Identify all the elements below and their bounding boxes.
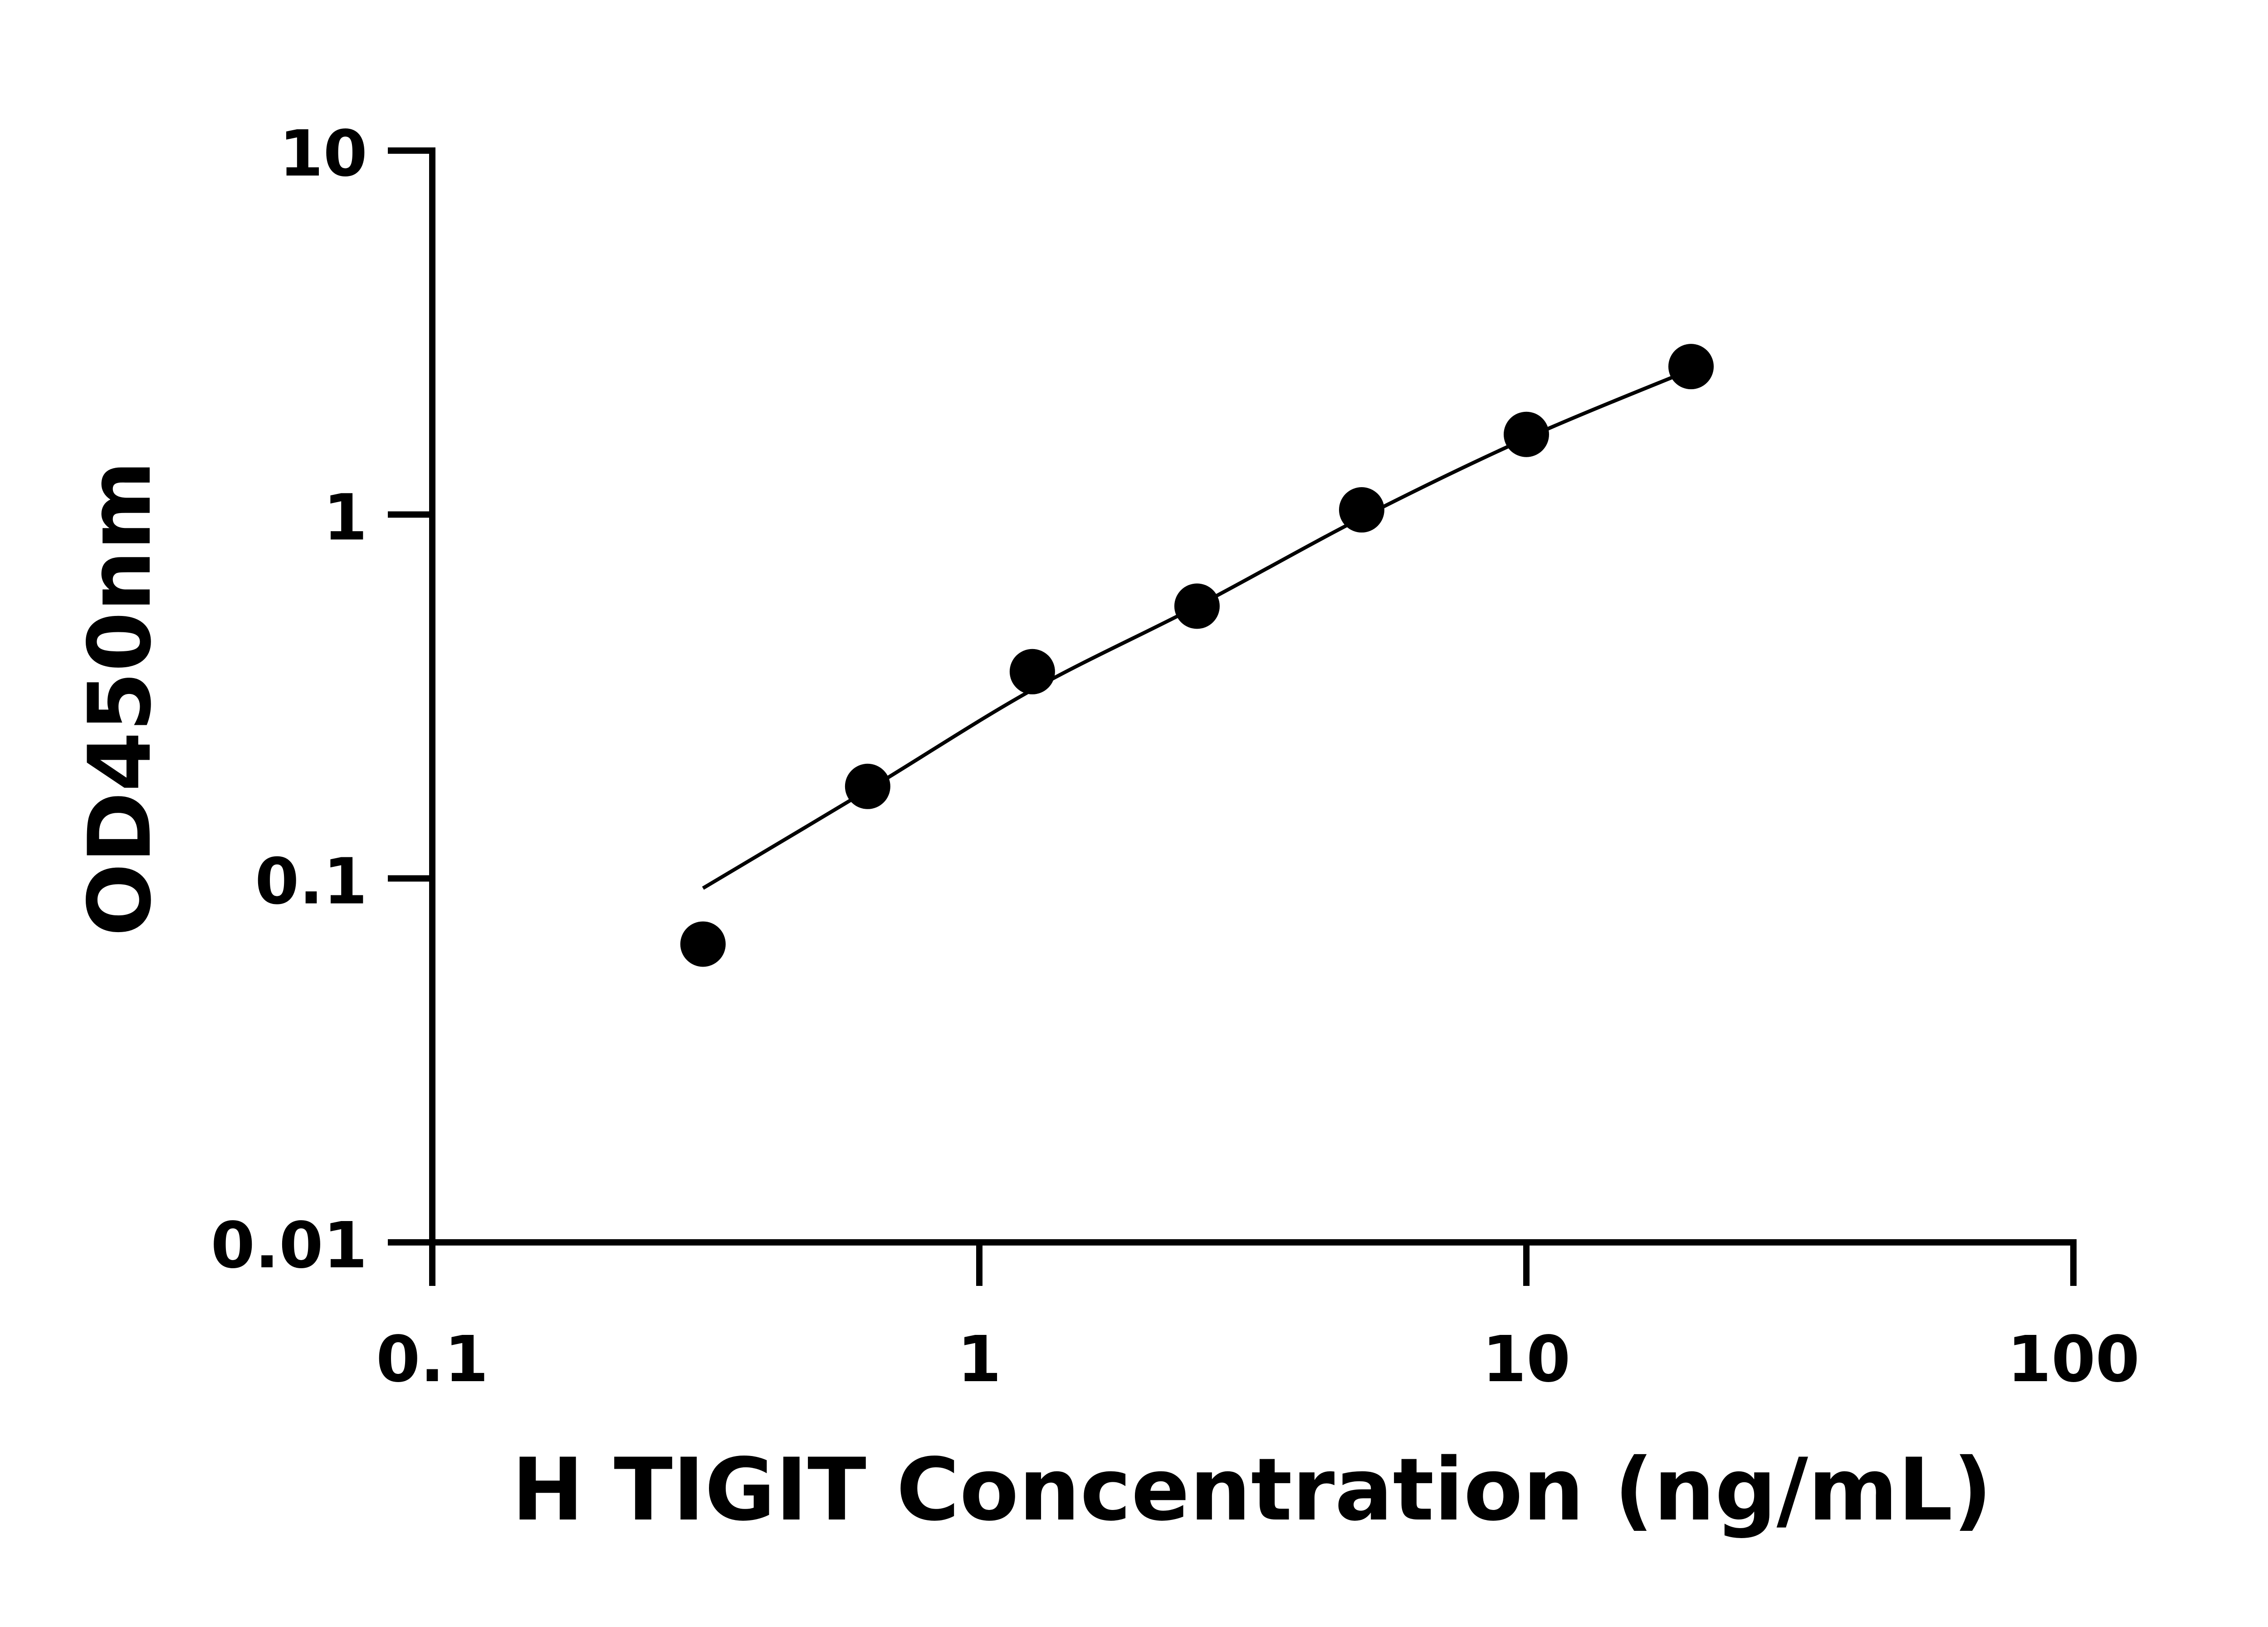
data-point <box>1174 583 1220 629</box>
y-tick-label: 10 <box>279 117 367 191</box>
x-axis-title: H TIGIT Concentration (ng/mL) <box>512 1440 1992 1540</box>
data-point <box>1339 487 1384 533</box>
x-tick-label: 0.1 <box>376 1323 489 1397</box>
y-axis-title: OD450nm <box>70 460 170 936</box>
y-tick-label: 1 <box>323 481 367 555</box>
y-tick-label: 0.1 <box>255 845 367 919</box>
x-tick-label: 1 <box>957 1323 1001 1397</box>
data-point <box>1009 649 1055 694</box>
y-tick-label: 0.01 <box>211 1209 367 1283</box>
x-tick-label: 100 <box>2007 1323 2140 1397</box>
data-point <box>1504 411 1549 457</box>
data-point <box>845 763 890 809</box>
data-point <box>680 921 726 967</box>
axes <box>429 147 2077 1246</box>
data-point <box>1668 344 1714 390</box>
x-tick-label: 10 <box>1482 1323 1571 1397</box>
